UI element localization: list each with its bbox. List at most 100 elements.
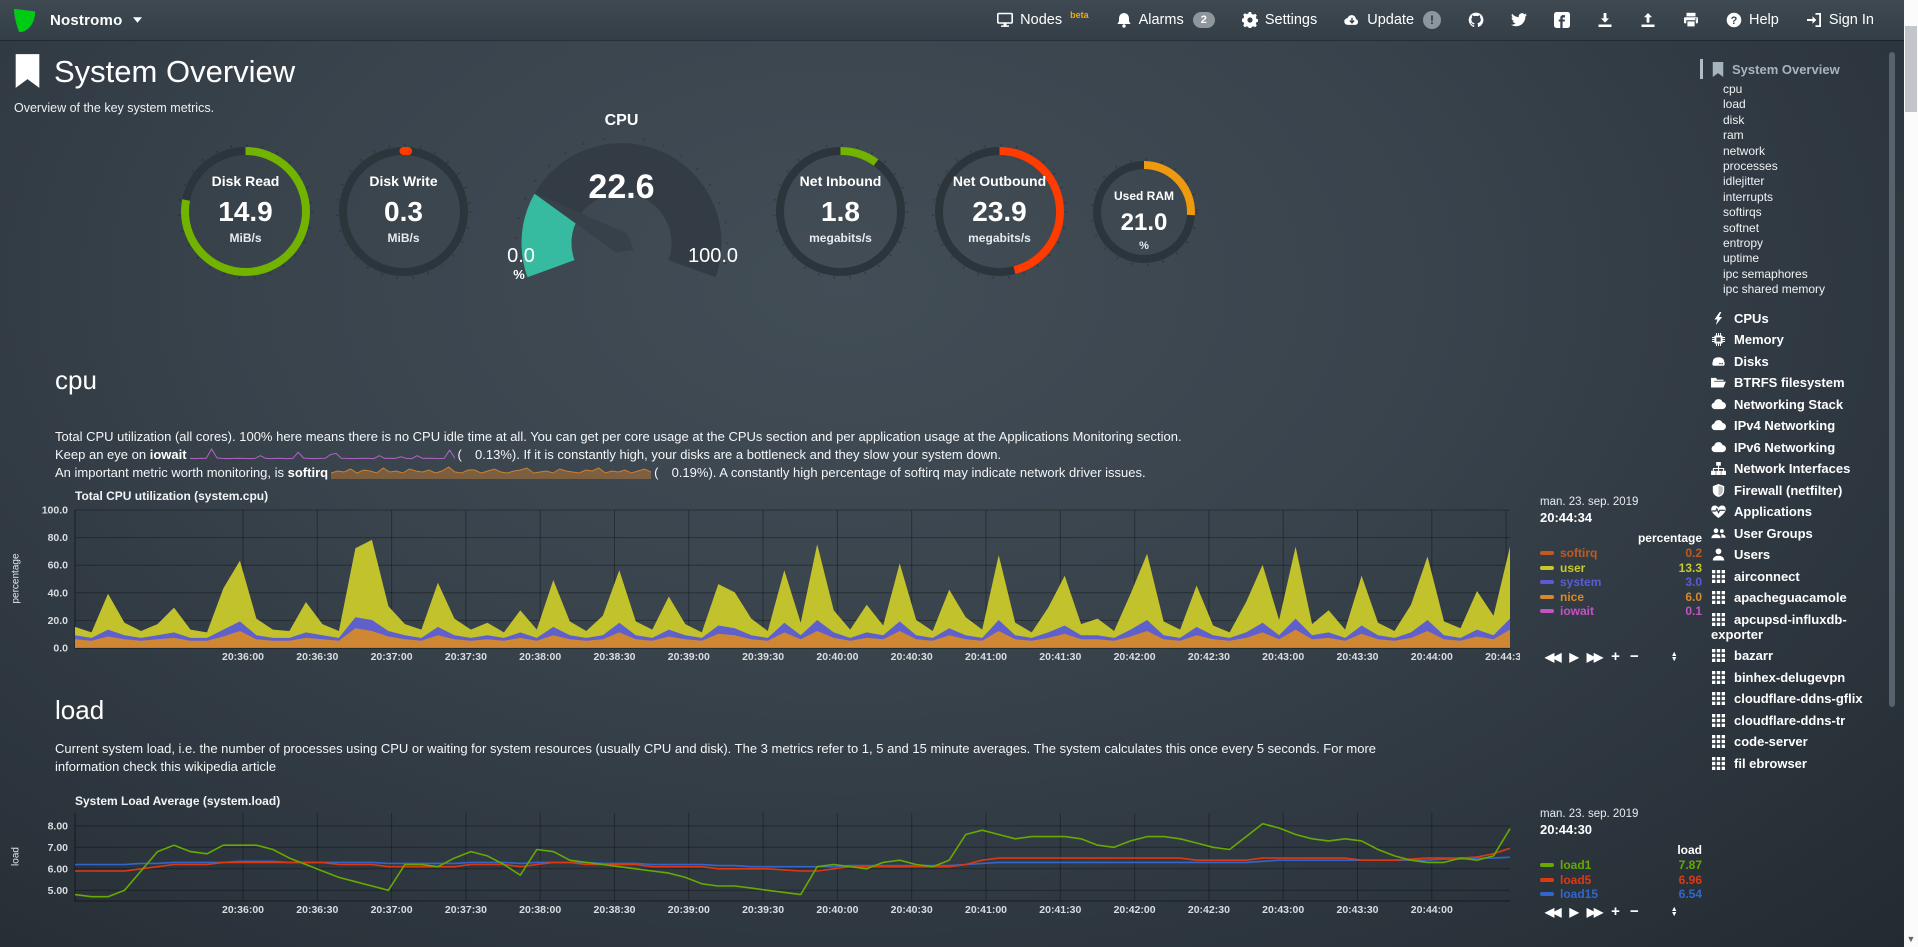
sidebar-item-system-overview[interactable]: System Overview — [1700, 59, 1898, 79]
sparkline[interactable] — [189, 447, 455, 461]
gauge-used-ram[interactable]: Used RAM 21.0 % — [1089, 157, 1199, 267]
sidebar-subitem-ram[interactable]: ram — [1723, 128, 1744, 143]
softirq-value: 0.19% — [671, 465, 709, 480]
sidebar-item-disks[interactable]: Disks — [1711, 354, 1898, 369]
sidebar-item-apcupsd-influxdb-exporter[interactable]: apcupsd-influxdb-exporter — [1711, 612, 1898, 642]
sidebar-item-airconnect[interactable]: airconnect — [1711, 569, 1898, 584]
sidebar-item-users[interactable]: Users — [1711, 547, 1898, 562]
scrollbar-down-arrow[interactable]: ▼ — [1906, 934, 1916, 944]
resize-handle-icon[interactable]: ▲ ▼ — [1670, 651, 1678, 663]
sidebar-subitem-uptime[interactable]: uptime — [1723, 251, 1760, 266]
sidebar-item-ipv4-networking[interactable]: IPv4 Networking — [1711, 418, 1898, 433]
sidebar-subitem-softirqs[interactable]: softirqs — [1723, 205, 1762, 220]
series-load1 — [74, 822, 1511, 898]
skip-forward-icon[interactable]: ▶▶ — [1586, 650, 1604, 664]
gauge-disk-read[interactable]: Disk Read 14.9 MiB/s — [177, 143, 314, 280]
load-chart-canvas[interactable]: System Load Average (system.load) 5.00 6.0… — [20, 793, 1520, 919]
sidebar-subitem-network[interactable]: network — [1723, 143, 1766, 158]
sidebar-item-cloudflare-ddns-tr[interactable]: cloudflare-ddns-tr — [1711, 713, 1898, 728]
legend-swatch-icon — [1540, 609, 1554, 614]
play-icon[interactable]: ▶ — [1569, 650, 1578, 664]
legend-row-nice[interactable]: nice 6.0 — [1540, 590, 1702, 605]
series-nice — [75, 628, 1510, 648]
sidebar-item-bazarr[interactable]: bazarr — [1711, 648, 1898, 663]
sidebar-subitem-cpu[interactable]: cpu — [1723, 82, 1743, 96]
legend-series-name: load15 — [1560, 887, 1599, 901]
nav-item-sign-in[interactable]: Sign In — [1806, 12, 1874, 28]
sidebar-subitem-idlejitter[interactable]: idlejitter — [1723, 174, 1765, 189]
zoom-out-icon[interactable]: − — [1629, 648, 1639, 665]
svg-text:40.0: 40.0 — [48, 587, 69, 599]
nav-item-alarms[interactable]: Alarms 2 — [1116, 12, 1215, 28]
nav-item-upload[interactable] — [1640, 12, 1656, 28]
gauge-net-inbound[interactable]: Net Inbound 1.8 megabits/s — [772, 143, 909, 280]
hdd-icon — [1711, 355, 1726, 368]
nav-item-twitter[interactable] — [1511, 12, 1527, 28]
zoom-in-icon[interactable]: + — [1611, 903, 1620, 920]
resize-handle-icon[interactable]: ▲ ▼ — [1670, 906, 1678, 918]
sidebar-subitem-ipc-shared-memory[interactable]: ipc shared memory — [1723, 282, 1826, 297]
gauge-value: 0.3 — [384, 196, 423, 227]
svg-text:7.00: 7.00 — [48, 842, 69, 854]
nav-item-help[interactable]: Help — [1726, 12, 1779, 28]
skip-forward-icon[interactable]: ▶▶ — [1586, 905, 1604, 919]
chart-title: System Load Average (system.load) — [75, 794, 280, 808]
brand[interactable]: Nostromo — [0, 7, 142, 34]
scrollbar-thumb[interactable] — [1905, 26, 1917, 112]
legend-series-value: 6.0 — [1685, 589, 1702, 604]
sidebar-item-user-groups[interactable]: User Groups — [1711, 526, 1898, 541]
hostname[interactable]: Nostromo — [50, 11, 123, 29]
sidebar-item-fil-ebrowser[interactable]: fil ebrowser — [1711, 756, 1898, 771]
gauge-net-outbound[interactable]: Net Outbound 23.9 megabits/s — [931, 143, 1068, 280]
play-icon[interactable]: ▶ — [1569, 905, 1578, 919]
legend-row-user[interactable]: user 13.3 — [1540, 561, 1702, 576]
nav-item-github[interactable] — [1468, 12, 1484, 28]
gauge-disk-write[interactable]: Disk Write 0.3 MiB/s — [335, 143, 472, 280]
gauge-cpu[interactable]: CPU 22.6 0.0 100.0 % — [499, 112, 744, 288]
sparkline[interactable] — [331, 465, 652, 479]
skip-backward-icon[interactable]: ◀◀ — [1545, 650, 1562, 664]
sidebar-item-memory[interactable]: Memory — [1711, 332, 1898, 347]
cloud-icon — [1711, 398, 1726, 411]
sidebar-item-binhex-delugevpn[interactable]: binhex-delugevpn — [1711, 670, 1898, 685]
nav-item-download[interactable] — [1597, 12, 1613, 28]
sidebar-scrollbar-thumb[interactable] — [1889, 52, 1895, 707]
cpu-chart-canvas[interactable]: Total CPU utilization (system.cpu) 0.0 20.… — [20, 488, 1520, 666]
sidebar-item-code-server[interactable]: code-server — [1711, 734, 1898, 749]
nav-item-nodes[interactable]: Nodes beta — [997, 10, 1089, 28]
sidebar-subitem-softnet[interactable]: softnet — [1723, 220, 1760, 235]
sidebar-item-networking-stack[interactable]: Networking Stack — [1711, 397, 1898, 412]
sidebar-subitem-entropy[interactable]: entropy — [1723, 236, 1764, 251]
legend-swatch-icon — [1540, 877, 1554, 882]
sidebar-item-cpus[interactable]: CPUs — [1711, 311, 1898, 326]
zoom-in-icon[interactable]: + — [1611, 648, 1620, 665]
sidebar-item-firewall-netfilter-[interactable]: Firewall (netfilter) — [1711, 483, 1898, 498]
sidebar-subitem-ipc-semaphores[interactable]: ipc semaphores — [1723, 266, 1808, 281]
zoom-out-icon[interactable]: − — [1629, 903, 1639, 920]
sidebar-subitem-processes[interactable]: processes — [1723, 159, 1778, 174]
sidebar-item-network-interfaces[interactable]: Network Interfaces — [1711, 461, 1898, 476]
sidebar-item-btrfs-filesystem[interactable]: BTRFS filesystem — [1711, 375, 1898, 390]
skip-backward-icon[interactable]: ◀◀ — [1545, 905, 1562, 919]
window-scrollbar[interactable]: ▼ — [1904, 0, 1918, 947]
sidebar-item-cloudflare-ddns-gflix[interactable]: cloudflare-ddns-gflix — [1711, 691, 1898, 706]
nav-item-printer[interactable] — [1683, 12, 1699, 28]
legend-row-load1[interactable]: load1 7.87 — [1540, 858, 1702, 873]
nav-item-facebook[interactable] — [1554, 12, 1570, 28]
legend-row-load5[interactable]: load5 6.96 — [1540, 873, 1702, 888]
sidebar-item-ipv6-networking[interactable]: IPv6 Networking — [1711, 440, 1898, 455]
legend-row-system[interactable]: system 3.0 — [1540, 575, 1702, 590]
nav-item-update[interactable]: Update! — [1344, 11, 1442, 29]
nav-item-settings[interactable]: Settings — [1242, 12, 1317, 28]
legend-row-iowait[interactable]: iowait 0.1 — [1540, 604, 1702, 619]
sidebar-subitem-load[interactable]: load — [1723, 97, 1746, 112]
sidebar-item-apacheguacamole[interactable]: apacheguacamole — [1711, 590, 1898, 605]
facebook-icon — [1554, 12, 1570, 28]
nav-item-label: Help — [1749, 12, 1779, 28]
legend-row-softirq[interactable]: softirq 0.2 — [1540, 546, 1702, 561]
legend-row-load15[interactable]: load15 6.54 — [1540, 887, 1702, 902]
navbar-menu: Nodes beta Alarms 2 Settings Update! Help Sign … — [997, 10, 1904, 29]
sidebar-item-applications[interactable]: Applications — [1711, 504, 1898, 519]
sidebar-subitem-disk[interactable]: disk — [1723, 112, 1745, 127]
sidebar-subitem-interrupts[interactable]: interrupts — [1723, 189, 1774, 204]
